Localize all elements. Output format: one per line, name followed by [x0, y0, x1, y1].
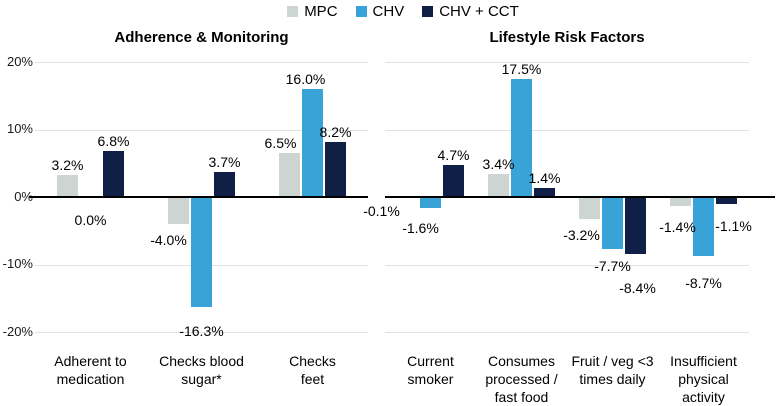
category-label: Checks feet [289, 353, 336, 388]
panel-title-lifestyle-risk-factors: Lifestyle Risk Factors [489, 29, 645, 46]
bar-value-label: -0.1% [363, 202, 400, 219]
panel-title-adherence-monitoring: Adherence & Monitoring [114, 29, 289, 46]
bar-value-label: -1.6% [402, 219, 439, 236]
bar-value-label: -1.1% [715, 218, 752, 235]
bar-value-label: 16.0% [285, 71, 326, 87]
bar-value-label: -1.4% [659, 219, 696, 236]
y-axis-tick-label: 20% [6, 54, 33, 69]
legend-label-chv: CHV [372, 3, 405, 20]
bar-value-label: 4.7% [437, 147, 470, 164]
bar-mpc [57, 175, 78, 197]
bar-mpc [168, 197, 189, 224]
bar-value-label: 0.0% [74, 212, 107, 228]
bar-value-label: -3.2% [563, 226, 600, 243]
zero-axis-line [385, 196, 775, 198]
plot-area-lifestyle-risk-factors: -0.1% 3.4% -3.2% -1.4% -1.6% 17.5% -7.7% -8.7% 4… [363, 60, 775, 405]
plot-area-adherence-monitoring: 3.2% -4.0% 6.5% 0.0% -16.3% 16.0% 6.8% 3.7% 8.2%… [29, 62, 368, 387]
legend-label-chv-cct: CHV + CCT [439, 3, 519, 20]
bar-value-label: -7.7% [594, 257, 631, 274]
bar-chv-cct [325, 141, 346, 197]
category-label: Checks blood sugar* [159, 353, 244, 388]
bar-chv-cct [716, 197, 737, 205]
bar-chv [191, 197, 212, 308]
bar-value-label: -8.7% [685, 274, 722, 291]
bar-chv [511, 78, 532, 197]
bar-mpc [488, 174, 509, 197]
bar-chv [602, 197, 623, 249]
legend-swatch-chv-cct-icon [422, 6, 434, 17]
bar-chv-cct [534, 187, 555, 197]
y-axis-tick-label: 10% [6, 121, 33, 136]
bar-chv [302, 89, 323, 197]
bar-mpc [670, 197, 691, 207]
y-axis-tick-label: -20% [2, 324, 33, 339]
gridline [35, 62, 368, 63]
zero-axis-line [29, 196, 368, 198]
bar-value-label: 8.2% [319, 123, 352, 140]
bar-chv [693, 197, 714, 256]
bar-value-label: 6.5% [264, 135, 297, 152]
bar-mpc [279, 153, 300, 197]
category-label: Adherent to medication [54, 353, 127, 388]
bar-chv [420, 197, 441, 208]
category-label: Fruit / veg <3 times daily [571, 353, 654, 388]
bar-chv-cct [214, 172, 235, 197]
bar-chv-cct [443, 165, 464, 197]
bar-value-label: 3.2% [51, 157, 84, 174]
bar-mpc [579, 197, 600, 219]
bar-value-label: 6.8% [97, 133, 130, 150]
bar-value-label: -16.3% [179, 323, 224, 340]
bar-value-label: -8.4% [619, 279, 656, 296]
bar-value-label: 17.5% [501, 60, 542, 77]
bar-value-label: 3.7% [208, 154, 241, 171]
bar-value-label: 3.4% [482, 156, 515, 173]
gridline [35, 332, 368, 333]
y-axis-tick-label: 0% [14, 189, 33, 204]
bar-value-label: -4.0% [150, 232, 187, 248]
y-axis-tick-label: -10% [2, 256, 33, 271]
category-label: Insufficient physical activity [670, 353, 737, 406]
bar-chv-cct [103, 151, 124, 197]
legend-item-mpc: MPC [287, 3, 338, 20]
bar-chv-cct [625, 197, 646, 254]
category-label: Consumes processed / fast food [485, 353, 558, 406]
gridline [385, 62, 749, 63]
category-label: Current smoker [407, 353, 454, 388]
legend-label-mpc: MPC [304, 3, 338, 20]
legend-item-chv: CHV [355, 3, 405, 20]
legend-item-chv-cct: CHV + CCT [422, 3, 519, 20]
legend-swatch-chv-icon [355, 6, 367, 17]
gridline [385, 332, 749, 333]
legend: MPC CHV CHV + CCT [0, 3, 778, 20]
legend-swatch-mpc-icon [287, 6, 299, 17]
gridline [35, 129, 368, 131]
gridline [385, 264, 749, 266]
bar-value-label: 1.4% [528, 169, 561, 186]
gridline [385, 129, 749, 131]
